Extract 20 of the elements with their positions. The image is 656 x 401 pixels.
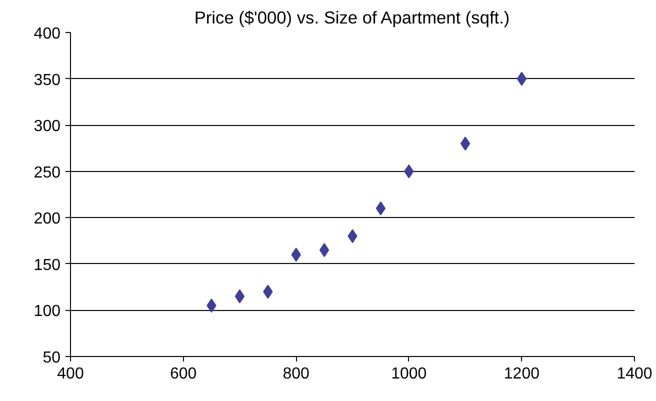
point (319, 243, 330, 258)
x-tick-label: 400 (57, 366, 84, 382)
point (376, 201, 386, 216)
y-tick-label: 100 (34, 303, 61, 320)
x-tick-label: 600 (170, 366, 197, 382)
y-tick-label: 50 (42, 350, 61, 366)
point (460, 136, 470, 151)
y-tick-label: 250 (34, 164, 61, 182)
point (234, 289, 245, 304)
y-tick-label: 200 (34, 210, 61, 228)
x-tick-label: 1400 (616, 366, 652, 382)
x-tick-label: 800 (282, 366, 310, 382)
y-tick-label: 150 (34, 256, 61, 274)
chart-title: Price ($'000) vs. Size of Apartment (sqft.) (194, 8, 510, 28)
point (516, 72, 527, 86)
x-tick-label: 1000 (391, 366, 427, 382)
y-tick-label: 300 (34, 118, 61, 136)
x-tick-label: 1200 (504, 366, 540, 382)
y-tick-label: 350 (34, 72, 61, 89)
y-tick-label: 400 (34, 26, 61, 42)
